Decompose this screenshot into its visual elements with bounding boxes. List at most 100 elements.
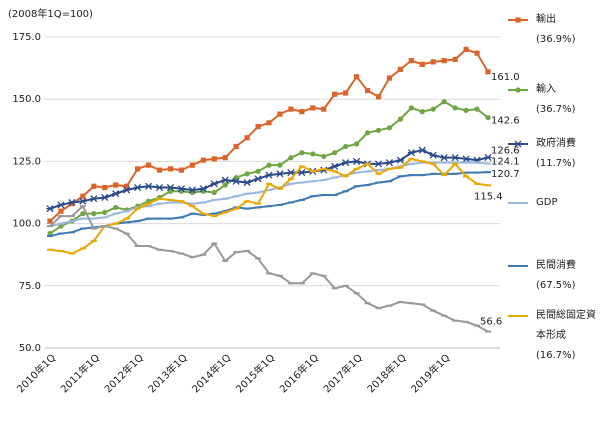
series-line [49,48,489,222]
marker [243,178,251,187]
marker [441,58,447,64]
marker [189,162,195,168]
marker [200,157,206,163]
series [47,46,491,224]
marker [485,69,491,75]
marker [266,120,272,126]
marker [298,169,306,177]
legend-label: GDP [536,197,558,208]
value-label: 161.0 [491,72,520,83]
marker [408,105,414,111]
marker [233,174,239,181]
marker [353,157,361,165]
marker [254,175,262,183]
legend-item: 民間総固定資本形成 (16.7%) [536,306,598,366]
marker [463,46,469,53]
marker [244,135,250,141]
y-tick-label: 175.0 [12,32,41,43]
marker [288,155,294,161]
marker [343,143,349,150]
marker [331,162,339,170]
marker [474,106,480,112]
marker [419,109,425,115]
marker [167,166,174,172]
marker [462,155,470,163]
marker [244,171,250,177]
marker [484,153,492,161]
marker [430,106,436,112]
marker [199,185,207,193]
marker [113,204,119,211]
marker [102,184,108,191]
marker [299,109,305,115]
marker [397,116,403,122]
series [47,161,491,228]
marker [474,50,480,56]
marker [299,150,305,156]
marker [90,195,98,203]
marker [310,105,316,111]
marker [408,58,414,64]
series [47,99,491,237]
value-label: 120.7 [491,169,520,180]
legend-item: GDP [536,193,598,213]
marker [69,201,75,207]
marker [155,183,164,192]
series-line [49,171,489,238]
marker [277,162,283,168]
marker [452,56,458,62]
legend-share: (36.7%) [536,104,576,115]
x-tick-label: 2018年1Q [364,351,408,395]
marker [232,177,240,185]
marker [485,115,491,121]
marker [364,130,371,136]
x-tick-label: 2017年1Q [321,351,365,395]
marker [287,169,295,177]
y-tick-label: 50.0 [19,343,41,354]
legend-item: 輸入 (36.7%) [536,80,598,120]
marker [46,205,54,213]
marker [265,171,273,179]
marker [385,159,394,167]
x-tick-label: 2016年1Q [277,351,321,395]
marker [222,182,228,188]
legend-share: (67.5%) [536,280,576,291]
legend-label: 民間総固定資本形成 [536,310,596,341]
legend-label: 輸入 [536,84,556,95]
series-line [49,149,489,210]
marker [354,74,360,80]
marker [178,167,184,173]
marker [430,59,436,65]
marker [124,183,130,189]
marker [374,160,383,168]
marker [440,154,448,162]
x-tick-label: 2019年1Q [408,351,452,395]
value-label: 56.6 [480,317,502,328]
marker [80,211,86,217]
marker [386,125,393,131]
legend-item: 民間消費 (67.5%) [536,256,598,296]
marker [177,185,185,193]
marker [233,143,239,150]
marker [343,90,349,96]
marker [68,198,76,207]
marker [321,106,327,112]
marker [321,153,327,160]
series [47,157,491,255]
marker [113,182,119,188]
marker [418,146,426,154]
marker [354,141,360,147]
marker [58,208,64,214]
marker [255,168,261,174]
marker [386,75,393,81]
marker [375,127,382,133]
marker [211,156,217,162]
y-tick-label: 125.0 [12,156,41,167]
marker [211,189,217,196]
y-tick-label: 75.0 [19,281,41,292]
marker [221,176,229,184]
x-tick-label: 2015年1Q [233,351,277,395]
marker [463,107,469,113]
